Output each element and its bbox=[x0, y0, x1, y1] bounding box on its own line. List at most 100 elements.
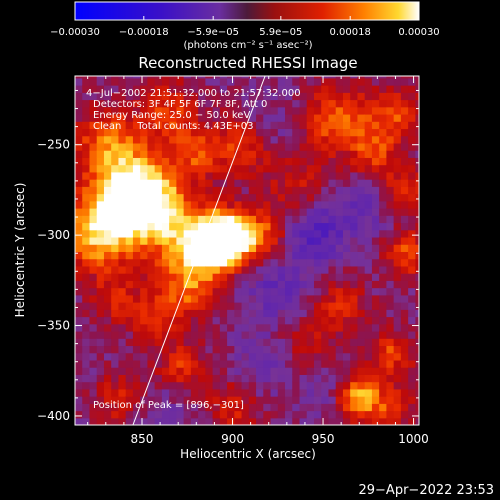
heatmap-cell bbox=[212, 186, 221, 195]
heatmap-cell bbox=[285, 294, 293, 303]
heatmap-cell bbox=[408, 265, 416, 274]
heatmap-cell bbox=[342, 251, 351, 260]
heatmap-cell bbox=[270, 106, 279, 115]
heatmap-cell bbox=[328, 142, 337, 151]
heatmap-cell bbox=[103, 352, 112, 361]
heatmap-cell bbox=[75, 222, 83, 231]
heatmap-cell bbox=[371, 287, 380, 296]
heatmap-cell bbox=[379, 287, 388, 296]
heatmap-cell bbox=[285, 251, 293, 260]
heatmap-cell bbox=[248, 273, 257, 281]
heatmap-cell bbox=[321, 200, 330, 209]
heatmap-cell bbox=[132, 157, 141, 166]
heatmap-cell bbox=[285, 316, 293, 325]
heatmap-cell bbox=[234, 200, 243, 209]
heatmap-cell bbox=[248, 193, 257, 202]
heatmap-cell bbox=[306, 287, 315, 296]
heatmap-cell bbox=[408, 128, 416, 137]
heatmap-cell bbox=[147, 410, 156, 419]
heatmap-cell bbox=[379, 150, 388, 158]
heatmap-cell bbox=[263, 164, 272, 173]
heatmap-cell bbox=[183, 396, 192, 404]
heatmap-cell bbox=[342, 396, 351, 404]
heatmap-cell bbox=[299, 323, 308, 332]
heatmap-cell bbox=[103, 142, 112, 151]
heatmap-cell bbox=[198, 374, 206, 383]
heatmap-cell bbox=[111, 92, 120, 101]
heatmap-cell bbox=[313, 113, 322, 122]
heatmap-cell bbox=[125, 222, 134, 231]
heatmap-cell bbox=[393, 417, 402, 425]
heatmap-cell bbox=[386, 150, 395, 158]
heatmap-cell bbox=[82, 403, 91, 412]
heatmap-cell bbox=[321, 229, 330, 238]
heatmap-cell bbox=[190, 236, 199, 245]
heatmap-cell bbox=[82, 113, 91, 122]
heatmap-cell bbox=[357, 302, 366, 310]
heatmap-cell bbox=[306, 92, 315, 101]
heatmap-cell bbox=[132, 113, 141, 122]
heatmap-cell bbox=[285, 121, 293, 130]
heatmap-cell bbox=[190, 359, 199, 368]
heatmap-cell bbox=[313, 142, 322, 151]
heatmap-cell bbox=[183, 294, 192, 303]
heatmap-cell bbox=[96, 287, 105, 296]
heatmap-cell bbox=[248, 222, 257, 231]
heatmap-cell bbox=[75, 215, 83, 224]
heatmap-cell bbox=[371, 302, 380, 310]
heatmap-cell bbox=[103, 85, 112, 93]
heatmap-cell bbox=[212, 121, 221, 130]
heatmap-cell bbox=[118, 92, 127, 101]
heatmap-cell bbox=[357, 121, 366, 130]
heatmap-cell bbox=[263, 179, 272, 187]
heatmap-cell bbox=[313, 77, 322, 86]
heatmap-cell bbox=[415, 150, 419, 158]
heatmap-cell bbox=[147, 338, 156, 347]
heatmap-cell bbox=[82, 410, 91, 419]
heatmap-cell bbox=[111, 77, 120, 86]
heatmap-cell bbox=[132, 359, 141, 368]
heatmap-cell bbox=[89, 374, 98, 383]
heatmap-cell bbox=[285, 85, 293, 93]
heatmap-cell bbox=[371, 381, 380, 390]
heatmap-cell bbox=[212, 302, 221, 310]
heatmap-cell bbox=[386, 302, 395, 310]
heatmap-cell bbox=[379, 186, 388, 195]
heatmap-cell bbox=[111, 287, 120, 296]
heatmap-cell bbox=[169, 179, 177, 187]
heatmap-cell bbox=[270, 150, 279, 158]
heatmap-cell bbox=[256, 273, 264, 281]
heatmap-cell bbox=[183, 92, 192, 101]
heatmap-cell bbox=[212, 150, 221, 158]
heatmap-cell bbox=[154, 244, 163, 252]
heatmap-cell bbox=[364, 244, 373, 252]
heatmap-cell bbox=[408, 236, 416, 245]
heatmap-cell bbox=[96, 77, 105, 86]
heatmap-cell bbox=[285, 186, 293, 195]
heatmap-cell bbox=[292, 287, 301, 296]
heatmap-cell bbox=[350, 265, 359, 274]
heatmap-cell bbox=[248, 251, 257, 260]
heatmap-cell bbox=[198, 200, 206, 209]
heatmap-cell bbox=[176, 403, 185, 412]
heatmap-cell bbox=[111, 359, 120, 368]
heatmap-cell bbox=[132, 323, 141, 332]
heatmap-cell bbox=[161, 171, 170, 180]
heatmap-cell bbox=[241, 222, 250, 231]
heatmap-cell bbox=[408, 417, 416, 425]
heatmap-cell bbox=[82, 85, 91, 93]
heatmap-cell bbox=[75, 316, 83, 325]
heatmap-cell bbox=[103, 99, 112, 108]
heatmap-cell bbox=[89, 417, 98, 425]
heatmap-cell bbox=[147, 396, 156, 404]
heatmap-cell bbox=[161, 302, 170, 310]
heatmap-cell bbox=[400, 316, 409, 325]
heatmap-cell bbox=[132, 164, 141, 173]
heatmap-cell bbox=[357, 309, 366, 318]
heatmap-cell bbox=[212, 229, 221, 238]
heatmap-cell bbox=[256, 171, 264, 180]
heatmap-cell bbox=[234, 229, 243, 238]
heatmap-cell bbox=[364, 316, 373, 325]
heatmap-cell bbox=[313, 287, 322, 296]
heatmap-cell bbox=[371, 251, 380, 260]
